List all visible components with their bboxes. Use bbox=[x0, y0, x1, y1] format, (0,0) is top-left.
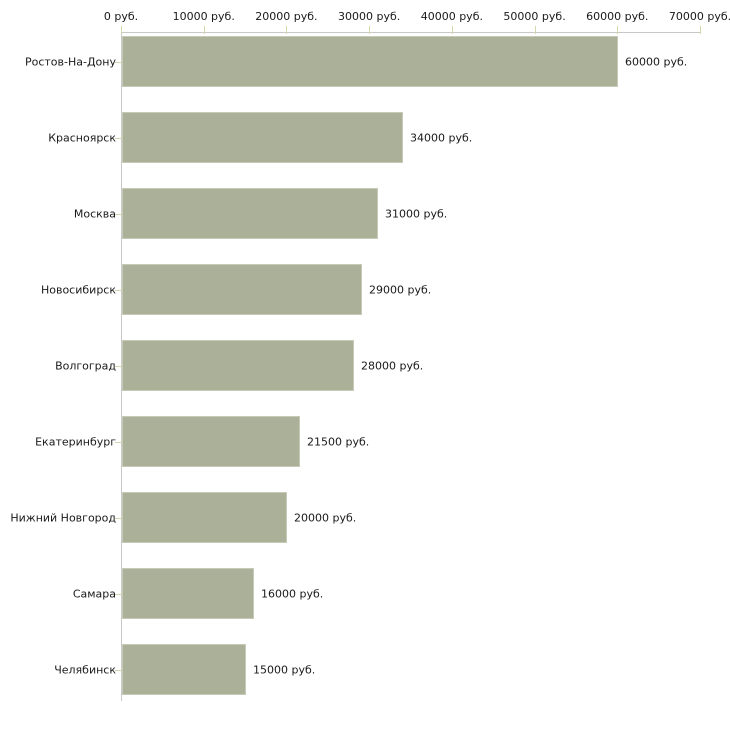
x-axis-line bbox=[121, 32, 701, 33]
y-axis-tick-mark bbox=[115, 62, 122, 63]
value-label: 15000 руб. bbox=[253, 663, 316, 676]
y-axis-tick-mark bbox=[115, 290, 122, 291]
bar bbox=[122, 112, 403, 163]
value-label: 29000 руб. bbox=[369, 283, 432, 296]
y-axis-tick-mark bbox=[115, 670, 122, 671]
bar bbox=[122, 188, 378, 239]
x-axis-tick-label: 20000 руб. bbox=[255, 10, 318, 23]
value-label: 21500 руб. bbox=[307, 435, 370, 448]
x-axis-tick-mark bbox=[286, 26, 288, 34]
value-label: 28000 руб. bbox=[361, 359, 424, 372]
category-label: Ростов-На-Дону bbox=[24, 55, 116, 68]
bar bbox=[122, 36, 618, 87]
category-label: Нижний Новгород bbox=[10, 511, 116, 524]
value-label: 20000 руб. bbox=[294, 511, 357, 524]
y-axis-tick-mark bbox=[115, 518, 122, 519]
category-label: Красноярск bbox=[48, 131, 116, 144]
y-axis-tick-mark bbox=[115, 366, 122, 367]
x-axis-tick-label: 50000 руб. bbox=[503, 10, 566, 23]
x-axis-tick-mark bbox=[203, 26, 205, 34]
value-label: 31000 руб. bbox=[385, 207, 448, 220]
x-axis-tick-mark bbox=[121, 26, 122, 34]
x-axis-tick-label: 10000 руб. bbox=[172, 10, 235, 23]
category-label: Самара bbox=[72, 587, 116, 600]
value-label: 16000 руб. bbox=[261, 587, 324, 600]
value-label: 34000 руб. bbox=[410, 131, 473, 144]
bar bbox=[122, 416, 300, 467]
y-axis-tick-mark bbox=[115, 214, 122, 215]
category-label: Москва bbox=[73, 207, 116, 220]
x-axis-tick-label: 60000 руб. bbox=[586, 10, 649, 23]
y-axis-tick-mark bbox=[115, 138, 122, 139]
x-axis-tick-mark bbox=[700, 26, 701, 34]
category-label: Новосибирск bbox=[40, 283, 116, 296]
x-axis-tick-label: 70000 руб. bbox=[668, 10, 730, 23]
x-axis-tick-mark bbox=[451, 26, 453, 34]
x-axis-tick-label: 40000 руб. bbox=[420, 10, 483, 23]
x-axis-tick-label: 30000 руб. bbox=[338, 10, 401, 23]
bar bbox=[122, 340, 354, 391]
y-axis-tick-mark bbox=[115, 594, 122, 595]
x-axis-tick-label: 0 руб. bbox=[103, 10, 139, 23]
x-axis-tick-mark bbox=[369, 26, 371, 34]
value-label: 60000 руб. bbox=[625, 55, 688, 68]
category-label: Волгоград bbox=[55, 359, 116, 372]
bar bbox=[122, 264, 362, 315]
x-axis-tick-mark bbox=[617, 26, 619, 34]
bar bbox=[122, 568, 254, 619]
category-label: Екатеринбург bbox=[35, 435, 116, 448]
bar bbox=[122, 644, 246, 695]
x-axis-tick-mark bbox=[534, 26, 536, 34]
bar bbox=[122, 492, 287, 543]
category-label: Челябинск bbox=[54, 663, 116, 676]
y-axis-tick-mark bbox=[115, 442, 122, 443]
